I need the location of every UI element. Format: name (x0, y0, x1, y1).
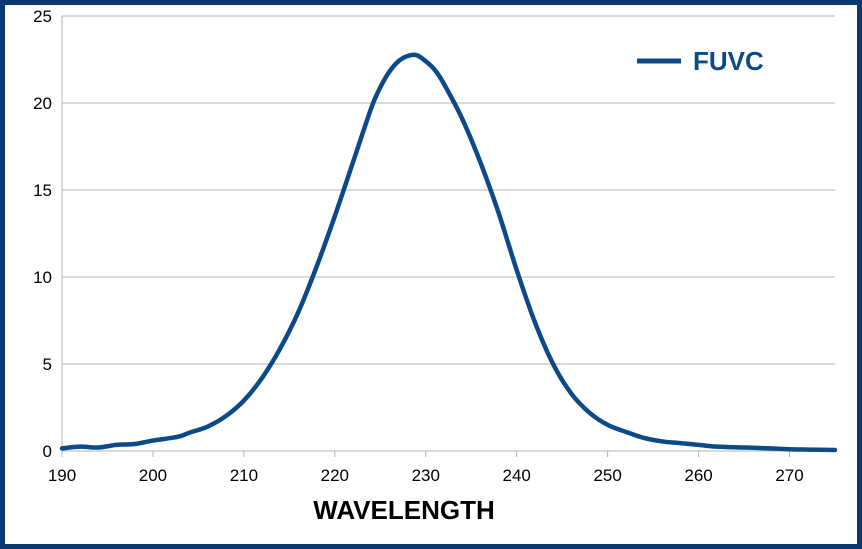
legend-label: FUVC (693, 46, 764, 76)
legend: FUVC (637, 46, 764, 76)
gridlines (62, 15, 835, 365)
y-tick-label-15: 15 (33, 181, 52, 200)
axes (61, 16, 835, 457)
x-tick-label-240: 240 (503, 466, 531, 485)
y-tick-label-25: 25 (33, 7, 52, 26)
x-tick-label-200: 200 (139, 466, 167, 485)
x-tick-label-260: 260 (684, 466, 712, 485)
x-tick-label-230: 230 (412, 466, 440, 485)
x-tick-label-210: 210 (230, 466, 258, 485)
x-axis-label: WAVELENGTH (313, 495, 495, 525)
x-tick-label-190: 190 (48, 466, 76, 485)
x-tick-label-270: 270 (775, 466, 803, 485)
y-tick-label-10: 10 (33, 268, 52, 287)
series-line-fuvc (59, 52, 838, 453)
y-tick-label-0: 0 (43, 442, 52, 461)
y-tick-label-20: 20 (33, 94, 52, 113)
x-tick-label-220: 220 (321, 466, 349, 485)
x-tick-label-250: 250 (593, 466, 621, 485)
series-layer (59, 52, 838, 453)
y-tick-labels: 0 5 10 15 20 25 (33, 7, 52, 461)
y-tick-label-5: 5 (43, 355, 52, 374)
x-tick-labels: 190 200 210 220 230 240 250 260 270 (48, 466, 804, 485)
